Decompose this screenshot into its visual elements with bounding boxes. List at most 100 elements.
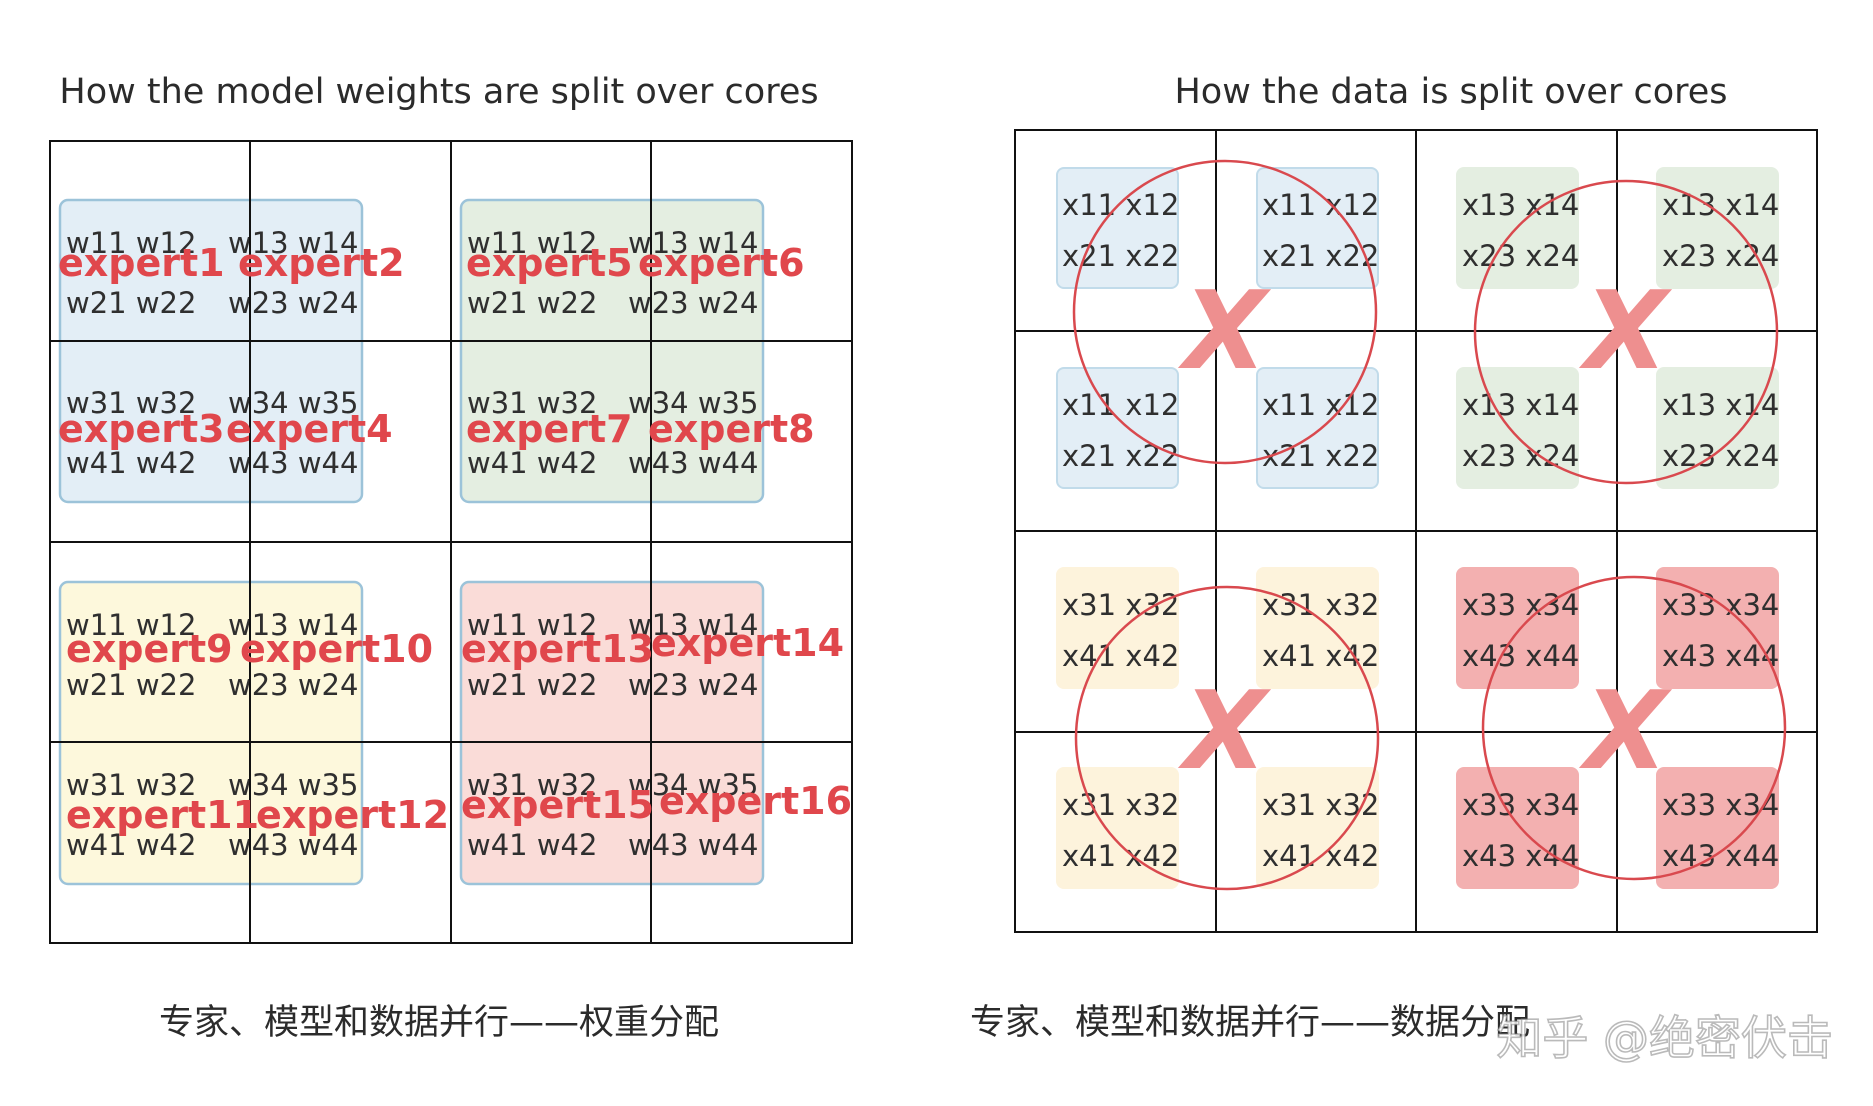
expert-label: expert11 — [66, 793, 259, 837]
data-tile-text: x43 x44 — [1662, 639, 1779, 673]
weights-grid-lines — [49, 140, 853, 944]
expert-label: expert9 — [66, 627, 233, 671]
multiply-marks: X X X X — [1177, 269, 1672, 794]
expert-labels: expert1 expert2 expert3 expert4 expert5 … — [58, 241, 852, 837]
left-panel-title: How the model weights are split over cor… — [59, 72, 818, 112]
data-tile — [1656, 167, 1779, 289]
core-circle — [1072, 159, 1378, 465]
weight-cell-text: w43 w44 — [628, 828, 758, 862]
right-panel-caption: 专家、模型和数据并行——数据分配 — [970, 1003, 1530, 1043]
data-tile — [1656, 767, 1779, 889]
weight-cell-text: w23 w24 — [628, 286, 758, 320]
weight-cell-text: w23 w24 — [228, 286, 358, 320]
weight-cell-text: w21 w22 — [467, 286, 597, 320]
expert-label: expert1 — [58, 241, 225, 285]
data-tile-text: x23 x24 — [1662, 239, 1779, 273]
data-tile-text: x13 x14 — [1462, 188, 1579, 222]
weight-cell-text: w23 w24 — [628, 668, 758, 702]
expert-label: expert14 — [651, 621, 844, 665]
watermark: 知乎 @绝密伏击 — [1496, 1011, 1833, 1065]
weights-grid: w11 w12 w21 w22 w13 w14 w23 w24 w31 w32 … — [49, 140, 853, 944]
weight-block-bg — [459, 580, 765, 886]
weight-block-bg — [58, 198, 364, 504]
data-tile-text: x33 x34 — [1462, 788, 1579, 822]
data-tile-text: x31 x32 — [1262, 788, 1379, 822]
weight-cell-text: w31 w32 — [467, 386, 597, 420]
expert-label: expert15 — [461, 783, 654, 827]
weight-cell-text: w34 w35 — [628, 386, 758, 420]
weight-cell-text: w41 w42 — [66, 446, 196, 480]
expert-label: expert13 — [461, 627, 654, 671]
data-tile — [1256, 767, 1379, 889]
data-tile-text: x41 x42 — [1062, 639, 1179, 673]
weight-cell-text: w34 w35 — [628, 768, 758, 802]
expert-label: expert7 — [466, 407, 633, 451]
data-tile — [1256, 567, 1379, 689]
weight-cell-text: w43 w44 — [628, 446, 758, 480]
weight-cell-text: w41 w42 — [467, 828, 597, 862]
data-tile-text: x33 x34 — [1462, 588, 1579, 622]
weight-block-green: w11 w12 w21 w22 w13 w14 w23 w24 w31 w32 … — [459, 198, 765, 504]
expert-label: expert16 — [659, 779, 852, 823]
weight-cell-text: w31 w32 — [467, 768, 597, 802]
weight-cell-text: w11 w12 — [66, 608, 196, 642]
expert-label: expert3 — [58, 407, 225, 451]
left-panel-caption: 专家、模型和数据并行——权重分配 — [159, 1003, 719, 1043]
weight-cell-text: w31 w32 — [66, 768, 196, 802]
expert-label: expert10 — [240, 627, 433, 671]
core-circle — [1473, 179, 1779, 485]
data-tile-text: x43 x44 — [1462, 839, 1579, 873]
weight-block-red: w11 w12 w21 w22 w13 w14 w23 w24 w31 w32 … — [459, 580, 765, 886]
data-tile-text: x33 x34 — [1662, 788, 1779, 822]
right-panel-title: How the data is split over cores — [1174, 72, 1727, 112]
weight-block-yellow: w11 w12 w21 w22 w13 w14 w23 w24 w31 w32 … — [58, 580, 364, 886]
expert-label: expert5 — [466, 241, 633, 285]
weight-cell-text: w13 w14 — [628, 226, 758, 260]
multiply-mark: X — [1578, 669, 1672, 794]
expert-label: expert6 — [638, 241, 805, 285]
data-tile — [1256, 167, 1379, 289]
expert-label: expert8 — [648, 407, 815, 451]
weight-block-bg — [459, 198, 765, 504]
multiply-mark: X — [1177, 669, 1271, 794]
data-grid: x11 x12 x21 x22 x11 x12 x21 x22 x11 x12 … — [1014, 129, 1818, 933]
data-tile-text: x11 x12 — [1062, 188, 1179, 222]
data-tile-text: x21 x22 — [1262, 439, 1379, 473]
data-quadrant-red: x33 x34 x43 x44 x33 x34 x43 x44 x33 x34 … — [1456, 567, 1779, 889]
weight-cell-text: w23 w24 — [228, 668, 358, 702]
core-circle — [1074, 585, 1380, 891]
data-tile — [1056, 367, 1179, 489]
data-tile-text: x31 x32 — [1062, 788, 1179, 822]
weight-cell-text: w41 w42 — [467, 446, 597, 480]
data-tile-text: x11 x12 — [1262, 388, 1379, 422]
weight-cell-text: w41 w42 — [66, 828, 196, 862]
weight-cell-text: w11 w12 — [467, 226, 597, 260]
data-tile — [1456, 567, 1579, 689]
weight-cell-text: w21 w22 — [467, 668, 597, 702]
data-tile-text: x31 x32 — [1062, 588, 1179, 622]
data-grid-lines — [1014, 129, 1818, 933]
data-tile-text: x13 x14 — [1662, 388, 1779, 422]
data-tile-text: x43 x44 — [1462, 639, 1579, 673]
data-tile-text: x23 x24 — [1462, 239, 1579, 273]
expert-label: expert12 — [256, 793, 449, 837]
data-tile-text: x13 x14 — [1462, 388, 1579, 422]
data-tile-text: x23 x24 — [1662, 439, 1779, 473]
expert-label: expert4 — [226, 407, 393, 451]
weight-cell-text: w21 w22 — [66, 668, 196, 702]
weight-cell-text: w43 w44 — [228, 446, 358, 480]
weight-cell-text: w21 w22 — [66, 286, 196, 320]
data-tile-text: x13 x14 — [1662, 188, 1779, 222]
weight-cell-text: w11 w12 — [467, 608, 597, 642]
data-tile-text: x43 x44 — [1662, 839, 1779, 873]
data-tile — [1656, 367, 1779, 489]
weight-cell-text: w11 w12 — [66, 226, 196, 260]
data-tile — [1056, 167, 1179, 289]
data-tile-text: x21 x22 — [1262, 239, 1379, 273]
data-tile — [1056, 567, 1179, 689]
data-tile-text: x11 x12 — [1062, 388, 1179, 422]
multiply-mark: X — [1578, 269, 1672, 394]
data-tile-text: x21 x22 — [1062, 439, 1179, 473]
data-tile-text: x31 x32 — [1262, 588, 1379, 622]
